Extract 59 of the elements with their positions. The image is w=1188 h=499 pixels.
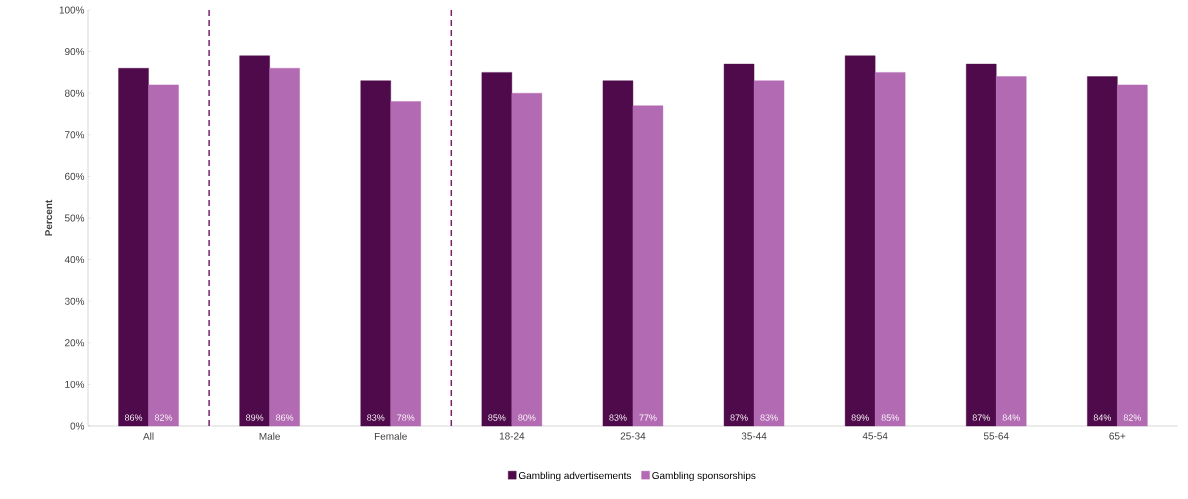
y-tick-label: 20% xyxy=(65,339,85,347)
y-tick-label: 90% xyxy=(65,48,85,56)
x-tick-label: 18-24 xyxy=(499,432,525,440)
bar xyxy=(874,72,906,427)
data-label: 85% xyxy=(881,414,899,421)
bar xyxy=(118,68,149,427)
x-tick-label: Male xyxy=(259,432,280,440)
bar xyxy=(602,80,634,427)
bar xyxy=(269,68,300,427)
legend-label: Gambling advertisements xyxy=(518,471,631,482)
data-label: 84% xyxy=(1002,414,1020,421)
bar xyxy=(1087,76,1118,427)
y-tick-label: 80% xyxy=(64,89,85,97)
bar xyxy=(511,93,543,427)
y-tick-label: 30% xyxy=(64,297,85,305)
bar xyxy=(1117,84,1148,427)
bar xyxy=(360,80,391,427)
x-tick-label: 65+ xyxy=(1109,432,1126,440)
bar xyxy=(390,101,421,427)
bar xyxy=(148,84,179,427)
data-label: 87% xyxy=(972,414,990,421)
data-label: 78% xyxy=(397,414,415,421)
y-tick-label: 10% xyxy=(65,380,85,388)
bar xyxy=(481,72,513,427)
data-label: 83% xyxy=(760,414,778,421)
x-tick-label: All xyxy=(143,432,154,440)
data-label: 89% xyxy=(851,414,869,421)
y-tick-label: 0% xyxy=(70,422,85,430)
x-tick-label: Female xyxy=(374,432,407,440)
bar xyxy=(996,76,1027,427)
y-axis-title: Percent xyxy=(45,199,53,236)
data-label: 82% xyxy=(1123,414,1141,421)
y-tick-label: 100% xyxy=(59,6,85,14)
x-tick-label: 35-44 xyxy=(741,432,767,440)
x-tick-label: 45-54 xyxy=(862,432,888,440)
data-label: 86% xyxy=(124,414,143,421)
x-tick-label: 55-64 xyxy=(983,432,1009,440)
bar xyxy=(632,105,664,427)
legend-label: Gambling sponsorships xyxy=(652,471,756,482)
y-tick-label: 50% xyxy=(64,214,85,222)
y-tick-label: 70% xyxy=(65,131,85,139)
data-label: 85% xyxy=(488,414,506,421)
y-tick-label: 60% xyxy=(65,172,85,180)
data-label: 83% xyxy=(367,414,385,421)
bar xyxy=(723,63,755,427)
data-label: 89% xyxy=(246,414,264,421)
y-tick-label: 40% xyxy=(64,256,85,264)
data-label: 83% xyxy=(609,414,627,421)
data-label: 82% xyxy=(154,414,173,421)
bar xyxy=(844,55,876,427)
data-label: 87% xyxy=(730,414,748,421)
bar xyxy=(239,55,270,427)
x-tick-label: 25-34 xyxy=(620,432,646,440)
data-label: 86% xyxy=(276,414,294,421)
data-label: 77% xyxy=(639,414,657,421)
bar xyxy=(966,63,997,427)
bar xyxy=(753,80,785,427)
data-label: 80% xyxy=(518,414,536,421)
data-label: 84% xyxy=(1093,414,1111,421)
